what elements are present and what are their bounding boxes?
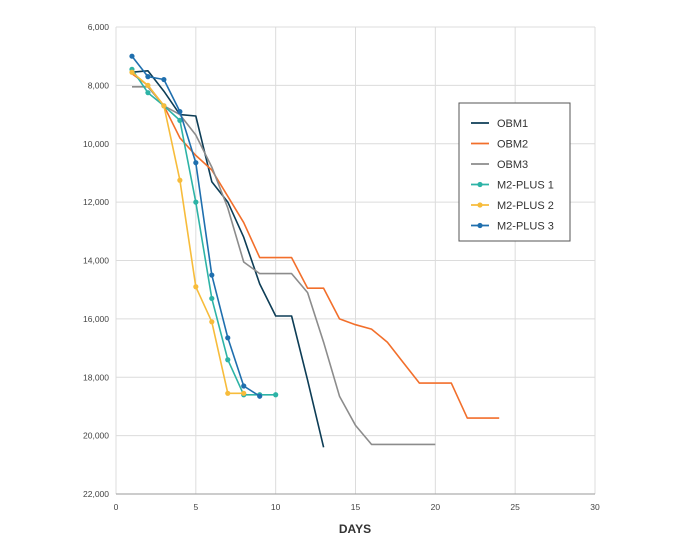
data-point-m2-plus-1 <box>193 199 199 205</box>
legend-label-m2-plus-1: M2-PLUS 1 <box>497 180 554 192</box>
y-tick-label: 12,000 <box>83 197 109 207</box>
series-layer <box>129 53 500 448</box>
x-tick-label: 5 <box>193 502 198 512</box>
y-tick-label: 20,000 <box>83 431 109 441</box>
legend-label-obm3: OBM3 <box>497 159 528 171</box>
x-tick-label: 0 <box>114 502 119 512</box>
y-tick-label: 6,000 <box>88 22 110 32</box>
data-point-m2-plus-1 <box>273 392 279 398</box>
axes: 6,000 8,000 10,000 12,000 14,000 16,000 18,000… <box>83 22 600 512</box>
x-tick-label: 10 <box>271 502 281 512</box>
data-point-m2-plus-3 <box>161 76 167 83</box>
x-axis-title: DAYS <box>339 522 371 536</box>
y-tick-label: 14,000 <box>83 256 109 266</box>
x-tick-label: 15 <box>351 502 361 512</box>
data-point-m2-plus-3 <box>129 53 135 59</box>
data-point-m2-plus-3 <box>145 74 151 80</box>
x-tick-label: 20 <box>431 502 441 512</box>
data-point-m2-plus-3 <box>209 272 215 278</box>
legend-label-obm1: OBM1 <box>497 118 528 130</box>
legend-label-m2-plus-3: M2-PLUS 3 <box>497 221 554 233</box>
y-tick-label: 16,000 <box>83 314 109 324</box>
data-point-m2-plus-3 <box>193 160 199 166</box>
legend-box <box>458 102 571 242</box>
legend-marker-m2-plus-2 <box>477 202 483 208</box>
legend: OBM1 OBM2 OBM3 M2-PLUS 1 M2-PLUS 2 M2-PLUS 3 <box>458 102 571 242</box>
data-point-m2-plus-2 <box>225 390 231 396</box>
series-line-m2-plus-2 <box>131 71 244 395</box>
y-tick-label: 10,000 <box>83 139 109 149</box>
y-tick-label: 8,000 <box>88 80 110 90</box>
data-point-m2-plus-2 <box>193 284 199 290</box>
data-point-m2-plus-2 <box>177 177 183 183</box>
data-point-m2-plus-1 <box>145 90 151 96</box>
series-line-m2-plus-1 <box>131 68 276 396</box>
y-tick-label: 18,000 <box>83 372 109 382</box>
data-point-m2-plus-2 <box>241 390 247 396</box>
data-point-m2-plus-1 <box>225 357 231 363</box>
data-point-m2-plus-2 <box>161 103 167 109</box>
series-line-obm1 <box>131 70 325 448</box>
legend-label-obm2: OBM2 <box>497 139 528 151</box>
data-point-m2-plus-1 <box>209 295 215 302</box>
data-point-m2-plus-3 <box>225 335 231 341</box>
data-point-m2-plus-1 <box>177 117 183 123</box>
x-tick-label: 25 <box>510 502 520 512</box>
x-tick-label: 30 <box>590 502 600 512</box>
data-point-m2-plus-3 <box>257 393 263 399</box>
y-tick-label: 22,000 <box>83 489 109 499</box>
legend-marker-m2-plus-1 <box>477 181 483 188</box>
legend-label-m2-plus-2: M2-PLUS 2 <box>497 200 554 212</box>
data-point-m2-plus-3 <box>241 383 247 389</box>
data-point-m2-plus-3 <box>177 109 183 115</box>
data-point-m2-plus-2 <box>145 82 151 88</box>
legend-marker-m2-plus-3 <box>477 222 483 229</box>
data-point-m2-plus-2 <box>129 69 135 75</box>
data-point-m2-plus-2 <box>209 319 215 325</box>
